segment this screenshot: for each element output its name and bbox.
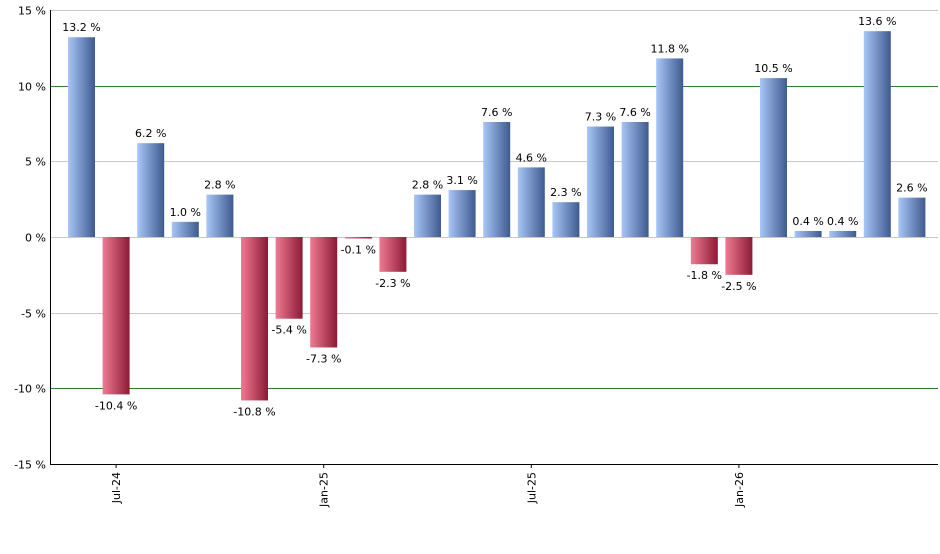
data-label: 7.6 %	[481, 106, 512, 119]
bar	[414, 194, 441, 237]
data-label: -10.4 %	[95, 399, 137, 412]
data-label: -1.8 %	[687, 269, 722, 282]
bar	[102, 237, 130, 395]
x-tick-label: Jul-25	[525, 472, 538, 504]
data-label: 6.2 %	[135, 127, 166, 140]
axes: 15 % 10 % 5 % 0 % -5 % -10 % -15 % Jul-24 Jan-25…	[14, 5, 938, 508]
bar	[621, 121, 649, 237]
data-label: -2.3 %	[375, 277, 410, 290]
data-label: 7.3 %	[585, 111, 616, 124]
bar	[275, 237, 303, 319]
y-tick-label: -10 %	[14, 383, 46, 396]
bar	[552, 202, 580, 237]
data-label: 13.2 %	[62, 21, 100, 34]
bars	[68, 31, 926, 401]
data-label: 2.8 %	[412, 179, 443, 192]
data-label: 0.4 %	[827, 215, 858, 228]
bar	[656, 58, 684, 237]
bar	[517, 167, 545, 237]
data-label: 0.4 %	[792, 215, 823, 228]
bar	[137, 143, 165, 237]
data-label: -2.5 %	[721, 280, 756, 293]
y-tick-label: 0 %	[25, 232, 46, 245]
bar	[241, 237, 268, 401]
bar	[206, 194, 234, 237]
y-tick-label: 15 %	[18, 5, 46, 18]
bar	[725, 237, 753, 275]
data-label: 2.8 %	[204, 179, 235, 192]
bar	[863, 31, 891, 238]
x-tick-label: Jan-26	[733, 472, 746, 508]
bar	[794, 230, 822, 237]
bar	[68, 37, 95, 237]
bar	[344, 237, 372, 239]
data-label: -10.8 %	[233, 405, 275, 418]
data-label: 2.3 %	[550, 186, 581, 199]
y-tick-label: 10 %	[18, 81, 46, 94]
data-label: 1.0 %	[170, 206, 201, 219]
bar	[171, 221, 199, 237]
data-label: -7.3 %	[306, 352, 341, 365]
data-label: 13.6 %	[858, 15, 896, 28]
y-tick-label: -5 %	[21, 308, 46, 321]
data-label: 11.8 %	[650, 42, 688, 55]
data-labels: 13.2 % -10.4 % 6.2 % 1.0 % 2.8 % -10.8 % -5.4 …	[62, 15, 927, 418]
bar	[690, 237, 718, 265]
data-label: 7.6 %	[619, 106, 650, 119]
bar	[483, 121, 511, 237]
bar	[760, 78, 787, 237]
data-label: 4.6 %	[516, 151, 547, 164]
bar	[829, 230, 857, 237]
bar	[587, 126, 614, 237]
data-label: 3.1 %	[446, 174, 477, 187]
data-label: 2.6 %	[896, 182, 927, 195]
data-label: -5.4 %	[271, 324, 306, 337]
x-tick-label: Jul-24	[110, 472, 123, 504]
data-label: 10.5 %	[754, 62, 792, 75]
bar	[310, 237, 338, 348]
bar	[898, 197, 926, 237]
x-tick-label: Jan-25	[318, 472, 331, 508]
bar	[448, 190, 476, 237]
y-tick-label: 5 %	[25, 156, 46, 169]
y-tick-label: -15 %	[14, 459, 46, 472]
data-label: -0.1 %	[341, 244, 376, 257]
bar	[379, 237, 407, 272]
